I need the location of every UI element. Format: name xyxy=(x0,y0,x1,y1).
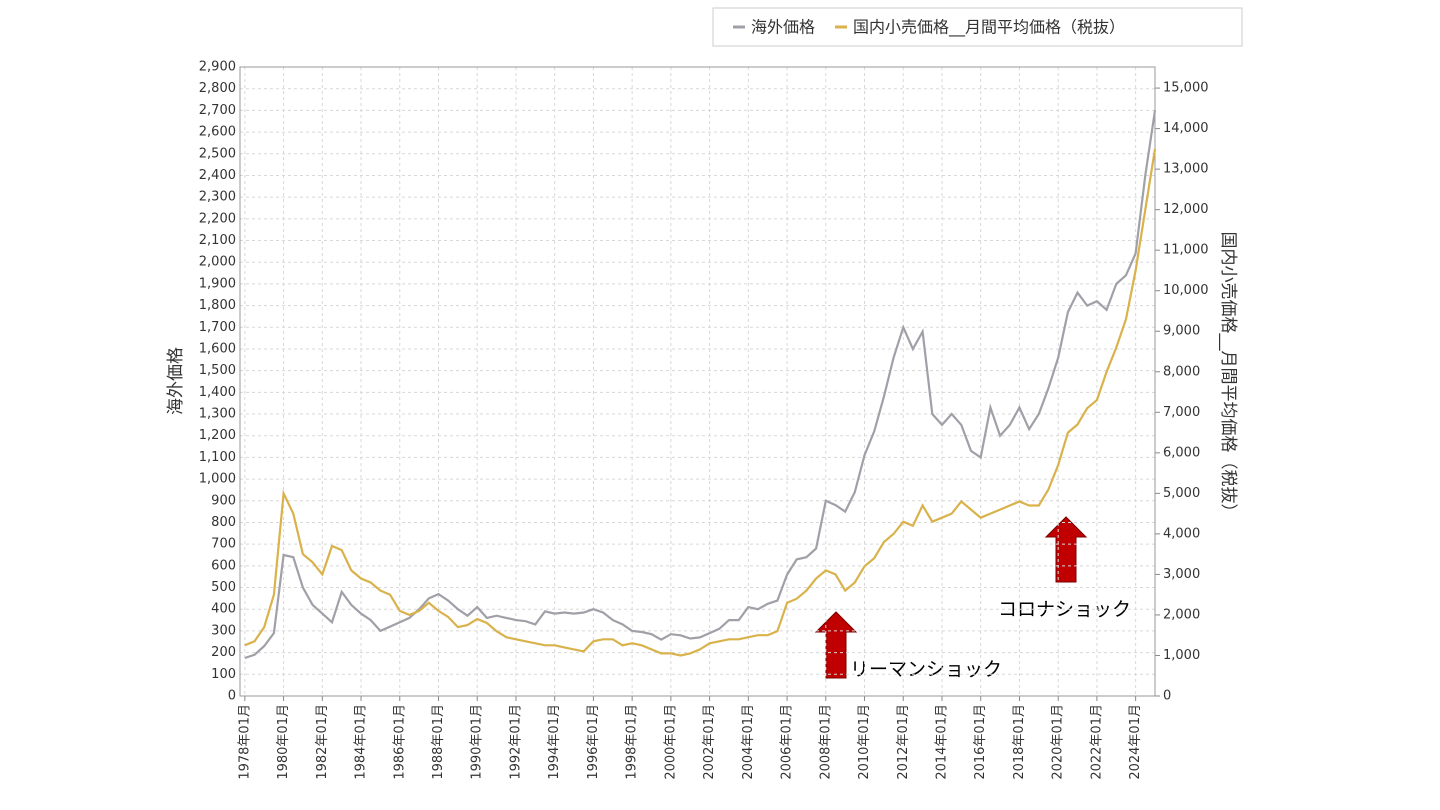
y2-tick-label: 11,000 xyxy=(1163,243,1209,258)
arrow xyxy=(1044,516,1088,583)
y-tick-label: 2,100 xyxy=(199,233,236,248)
series-line xyxy=(244,110,1157,660)
y2-tick-label: 10,000 xyxy=(1163,283,1209,298)
y2-tick-label: 4,000 xyxy=(1163,526,1200,541)
x-tick-label: 2016年01月 xyxy=(973,704,988,780)
x-tick-label: 2014年01月 xyxy=(934,704,949,780)
x-tick-label: 1986年01月 xyxy=(392,704,407,780)
y-tick-label: 2,500 xyxy=(199,146,236,161)
y-tick-label: 2,300 xyxy=(199,190,236,205)
x-tick-label: 2006年01月 xyxy=(780,704,795,780)
y-tick-label: 100 xyxy=(211,667,236,682)
x-tick-label: 2008年01月 xyxy=(818,704,833,780)
x-tick-label: 1982年01月 xyxy=(315,704,330,780)
x-tick-label: 1994年01月 xyxy=(547,704,562,780)
y-tick-label: 2,400 xyxy=(199,168,236,183)
x-tick-label: 1990年01月 xyxy=(470,704,485,780)
y-tick-label: 1,900 xyxy=(199,276,236,291)
y-tick-label: 1,100 xyxy=(199,450,236,465)
y-tick-label: 700 xyxy=(211,537,236,552)
x-tick-label: 1980年01月 xyxy=(276,704,291,780)
y-tick-label: 400 xyxy=(211,602,236,617)
legend-label: 国内小売価格__月間平均価格（税抜） xyxy=(853,18,1125,38)
x-tick-label: 2004年01月 xyxy=(741,704,756,780)
y-tick-label: 2,000 xyxy=(199,255,236,270)
x-tick-label: 2024年01月 xyxy=(1128,704,1143,780)
y-tick-label: 1,200 xyxy=(199,428,236,443)
y2-tick-label: 12,000 xyxy=(1163,202,1209,217)
y-tick-label: 1,700 xyxy=(199,320,236,335)
x-tick-label: 1978年01月 xyxy=(237,704,252,780)
x-tick-label: 2020年01月 xyxy=(1051,704,1066,780)
y-tick-label: 1,600 xyxy=(199,341,236,356)
y2-tick-label: 9,000 xyxy=(1163,324,1200,339)
y2-tick-label: 3,000 xyxy=(1163,567,1200,582)
y-tick-label: 600 xyxy=(211,558,236,573)
x-tick-label: 1988年01月 xyxy=(431,704,446,780)
y2-axis-label: 国内小売価格__月間平均価格（税抜） xyxy=(1218,232,1238,521)
x-tick-label: 2000年01月 xyxy=(663,704,678,780)
y2-tick-label: 8,000 xyxy=(1163,364,1200,379)
y-tick-label: 1,800 xyxy=(199,298,236,313)
y-tick-label: 900 xyxy=(211,493,236,508)
y-tick-label: 2,900 xyxy=(199,60,236,75)
y2-tick-label: 1,000 xyxy=(1163,648,1200,663)
legend: 海外価格 国内小売価格__月間平均価格（税抜） xyxy=(733,18,1125,38)
annotation: リーマンショック xyxy=(850,659,1002,681)
y-tick-label: 0 xyxy=(228,689,236,704)
y-tick-label: 2,200 xyxy=(199,211,236,226)
y-tick-label: 2,600 xyxy=(199,125,236,140)
y-axis-label: 海外価格 xyxy=(166,347,186,415)
legend-box xyxy=(712,7,1243,47)
x-tick-label: 2022年01月 xyxy=(1089,704,1104,780)
y2-tick-label: 0 xyxy=(1163,689,1171,704)
y2-tick-label: 6,000 xyxy=(1163,445,1200,460)
y-tick-label: 1,400 xyxy=(199,385,236,400)
x-tick-label: 2018年01月 xyxy=(1012,704,1027,780)
y-tick-label: 2,700 xyxy=(199,103,236,118)
series-line xyxy=(244,148,1157,657)
y2-tick-label: 13,000 xyxy=(1163,162,1209,177)
y2-tick-label: 7,000 xyxy=(1163,405,1200,420)
y2-tick-label: 15,000 xyxy=(1163,81,1209,96)
legend-label: 海外価格 xyxy=(751,18,815,37)
plot-frame xyxy=(239,66,1156,697)
x-tick-label: 1996年01月 xyxy=(586,704,601,780)
x-tick-label: 2010年01月 xyxy=(857,704,872,780)
y-tick-label: 200 xyxy=(211,645,236,660)
y-tick-label: 500 xyxy=(211,580,236,595)
y-tick-label: 1,000 xyxy=(199,472,236,487)
y-tick-label: 1,500 xyxy=(199,363,236,378)
x-tick-label: 2002年01月 xyxy=(702,704,717,780)
y2-tick-label: 14,000 xyxy=(1163,121,1209,136)
y2-tick-label: 2,000 xyxy=(1163,607,1200,622)
x-tick-label: 1998年01月 xyxy=(625,704,640,780)
y-tick-label: 1,300 xyxy=(199,407,236,422)
x-tick-label: 1992年01月 xyxy=(508,704,523,780)
y-tick-label: 300 xyxy=(211,623,236,638)
x-tick-label: 2012年01月 xyxy=(896,704,911,780)
x-tick-label: 1984年01月 xyxy=(354,704,369,780)
y-tick-label: 800 xyxy=(211,515,236,530)
y-tick-label: 2,800 xyxy=(199,81,236,96)
y2-tick-label: 5,000 xyxy=(1163,486,1200,501)
